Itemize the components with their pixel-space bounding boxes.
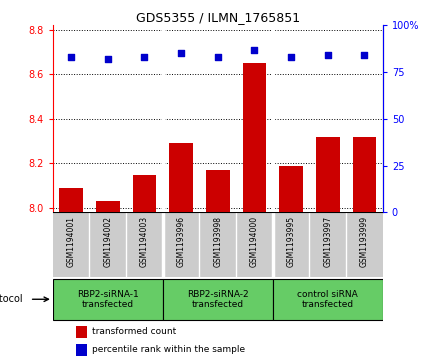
- Text: RBP2-siRNA-1
transfected: RBP2-siRNA-1 transfected: [77, 290, 139, 309]
- Bar: [132, 175, 156, 212]
- Text: GSM1194000: GSM1194000: [250, 216, 259, 267]
- Text: control siRNA
transfected: control siRNA transfected: [297, 290, 358, 309]
- Bar: [76, 344, 88, 356]
- Text: transformed count: transformed count: [92, 327, 176, 336]
- Text: GSM1193996: GSM1193996: [176, 216, 186, 267]
- Bar: [169, 143, 193, 212]
- Text: GSM1194002: GSM1194002: [103, 216, 112, 267]
- Text: GSM1193999: GSM1193999: [360, 216, 369, 267]
- Text: GSM1193997: GSM1193997: [323, 216, 332, 267]
- Text: GSM1193998: GSM1193998: [213, 216, 222, 267]
- Point: [288, 54, 295, 60]
- Bar: [316, 137, 340, 212]
- Bar: [96, 201, 120, 212]
- Point: [68, 54, 75, 60]
- Bar: [206, 170, 230, 212]
- Bar: [76, 326, 88, 338]
- Title: GDS5355 / ILMN_1765851: GDS5355 / ILMN_1765851: [136, 11, 300, 24]
- Point: [214, 54, 221, 60]
- Bar: [59, 188, 83, 212]
- Point: [251, 47, 258, 53]
- Point: [104, 56, 111, 62]
- Point: [141, 54, 148, 60]
- Bar: [242, 63, 266, 212]
- Point: [361, 52, 368, 58]
- Text: GSM1194001: GSM1194001: [66, 216, 76, 267]
- Bar: [163, 279, 273, 320]
- Bar: [53, 279, 163, 320]
- Bar: [279, 166, 303, 212]
- Point: [178, 50, 185, 56]
- Text: percentile rank within the sample: percentile rank within the sample: [92, 345, 246, 354]
- Bar: [273, 279, 383, 320]
- Bar: [352, 137, 376, 212]
- Text: protocol: protocol: [0, 294, 23, 304]
- Text: RBP2-siRNA-2
transfected: RBP2-siRNA-2 transfected: [187, 290, 249, 309]
- Point: [324, 52, 331, 58]
- Text: GSM1194003: GSM1194003: [140, 216, 149, 267]
- Text: GSM1193995: GSM1193995: [286, 216, 296, 267]
